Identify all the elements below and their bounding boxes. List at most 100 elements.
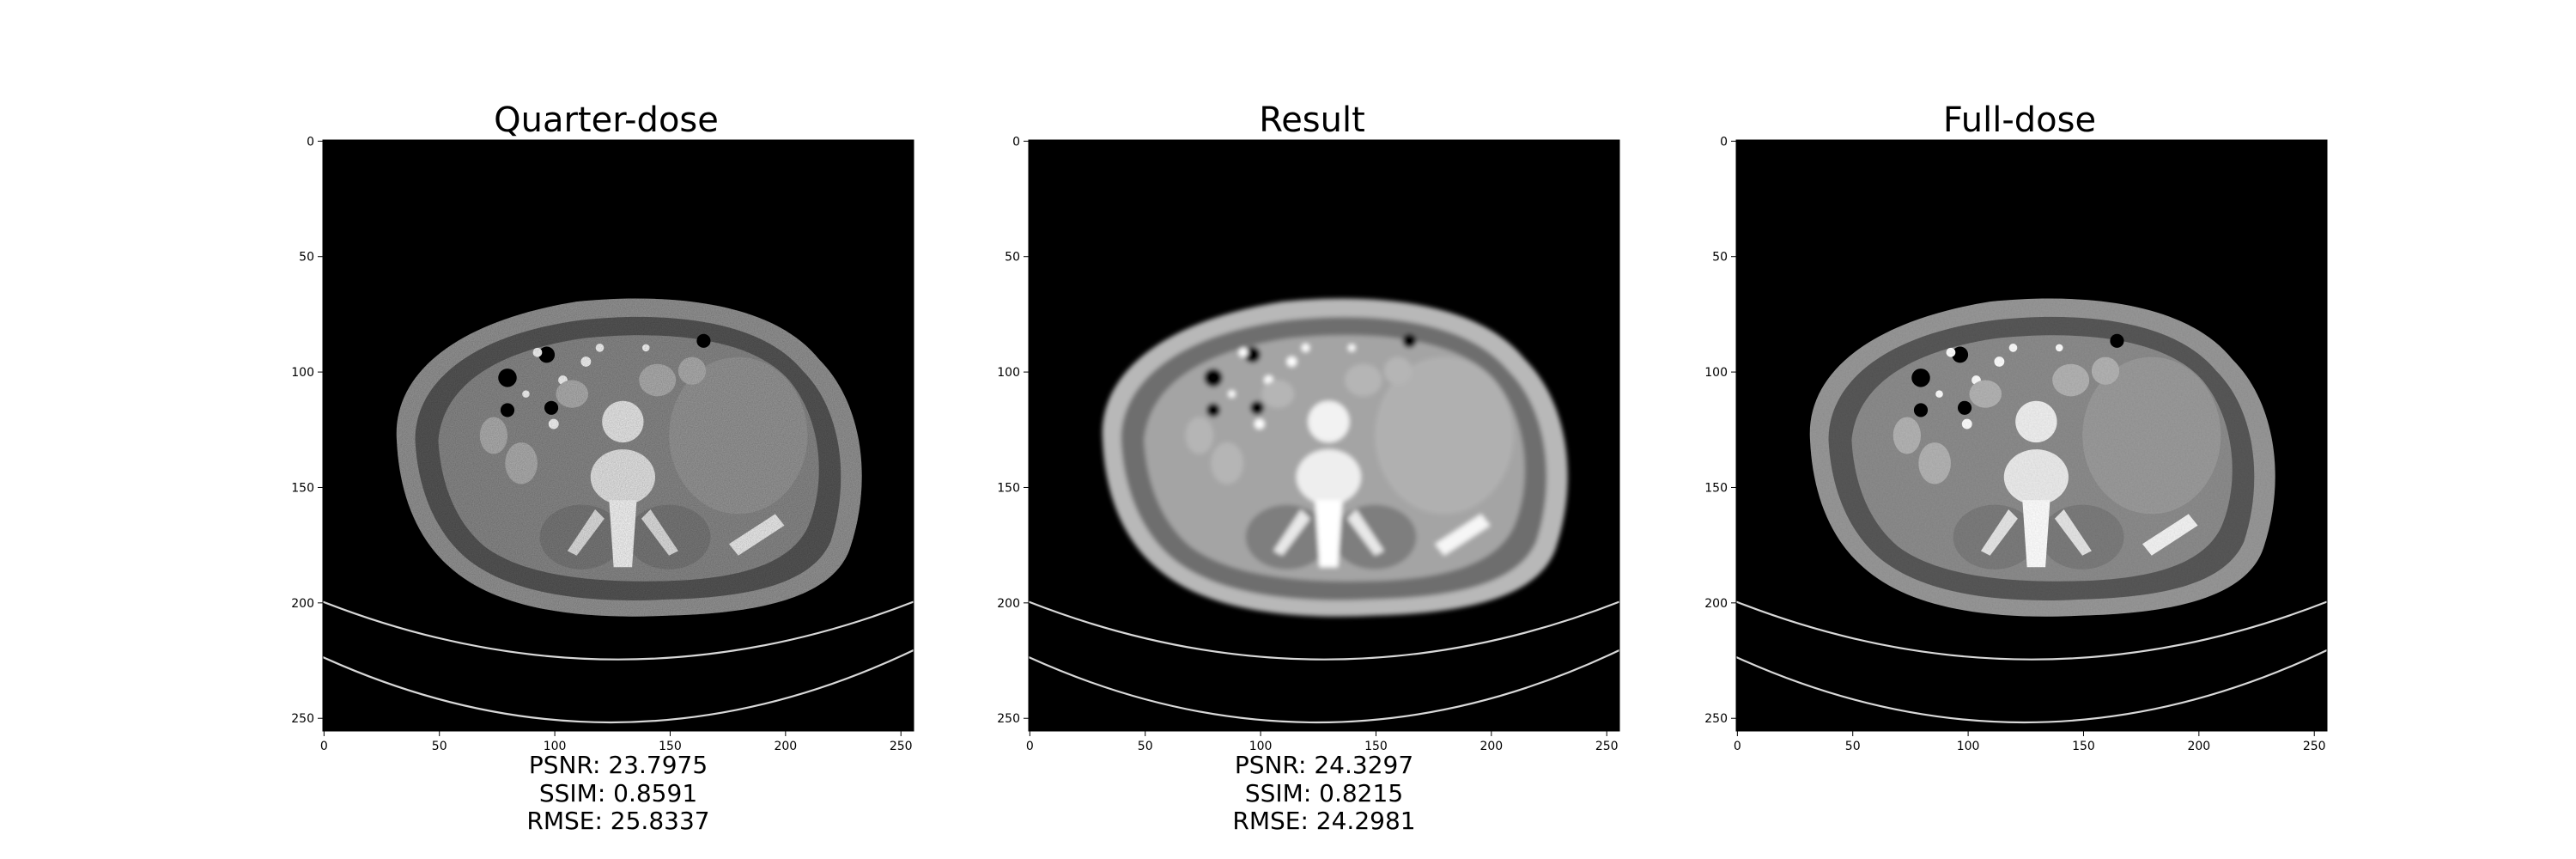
scanner-table-arc xyxy=(322,649,914,724)
x-tick-label: 150 xyxy=(659,740,682,753)
y-tick-label: 100 xyxy=(997,366,1020,380)
y-tick-label: 100 xyxy=(291,366,314,380)
bowel-loop xyxy=(1918,442,1951,484)
x-tick-label: 250 xyxy=(1595,740,1619,753)
aorta xyxy=(602,400,644,443)
aorta xyxy=(1308,400,1350,443)
panel-result: Result 0 50 100 150 200 250 0 50 100 150… xyxy=(960,0,1664,859)
cystic-organ xyxy=(669,356,808,515)
contrast-bowel xyxy=(1228,390,1236,398)
ct-axes: 0 50 100 150 200 250 0 50 100 150 200 25… xyxy=(1704,135,2328,753)
y-tick-label: 50 xyxy=(1712,251,1728,265)
x-tick-label: 0 xyxy=(1734,740,1741,753)
transverse-process xyxy=(2054,509,2092,556)
contrast-bowel xyxy=(1286,356,1297,367)
y-tick-label: 200 xyxy=(1704,597,1728,611)
bowel-loop xyxy=(1185,417,1213,454)
contrast-bowel xyxy=(548,418,559,430)
axis-ticks: 0 50 100 150 200 250 0 50 100 150 200 25… xyxy=(1704,135,2325,753)
psnr-value: PSNR: 23.7975 xyxy=(528,751,708,779)
x-tick-label: 0 xyxy=(1026,740,1034,753)
x-tick-label: 150 xyxy=(2072,740,2095,753)
spinous-process xyxy=(1315,500,1343,568)
bowel-gas xyxy=(696,333,711,348)
spinous-process xyxy=(2022,500,2050,568)
contrast-bowel xyxy=(1254,418,1265,430)
bowel-gas xyxy=(1206,403,1221,417)
transverse-process xyxy=(1346,509,1384,556)
contrast-bowel xyxy=(1946,347,1956,357)
scanner-table-arc xyxy=(1028,649,1620,724)
bowel-gas xyxy=(538,346,556,363)
transverse-process xyxy=(567,509,605,556)
bowel-gas xyxy=(498,369,517,387)
ct-image-result xyxy=(1028,140,1620,731)
transverse-process xyxy=(1273,509,1310,556)
x-tick-label: 200 xyxy=(1479,740,1503,753)
y-tick-label: 250 xyxy=(291,712,314,726)
y-tick-label: 150 xyxy=(997,481,1020,495)
contrast-bowel xyxy=(641,344,650,352)
x-tick-label: 150 xyxy=(1364,740,1388,753)
bowel-gas xyxy=(1911,369,1930,387)
x-tick-label: 100 xyxy=(1249,740,1273,753)
axis-ticks: 0 50 100 150 200 250 0 50 100 150 200 25… xyxy=(997,135,1618,753)
contrast-bowel xyxy=(1935,390,1943,398)
scanner-table-arc xyxy=(1735,600,2328,661)
x-tick-label: 50 xyxy=(1138,740,1153,753)
contrast-bowel xyxy=(595,344,605,352)
bowel-loop xyxy=(1893,417,1921,454)
y-tick-label: 250 xyxy=(1704,712,1728,726)
bowel-loop xyxy=(1969,380,2002,408)
axis-ticks: 0 50 100 150 200 250 0 50 100 150 200 25… xyxy=(291,135,912,753)
bowel-loop xyxy=(556,380,589,408)
x-tick-label: 0 xyxy=(320,740,328,753)
ct-axes: 0 50 100 150 200 250 0 50 100 150 200 25… xyxy=(291,135,914,753)
panel-title: Full-dose xyxy=(1942,101,2097,140)
y-tick-label: 50 xyxy=(1005,251,1020,265)
x-tick-label: 100 xyxy=(544,740,567,753)
y-tick-label: 200 xyxy=(997,597,1020,611)
x-tick-label: 50 xyxy=(432,740,447,753)
contrast-bowel xyxy=(2008,344,2018,352)
ssim-value: SSIM: 0.8215 xyxy=(1244,778,1404,807)
vertebral-body xyxy=(1296,449,1361,505)
x-tick-label: 100 xyxy=(1957,740,1980,753)
spinous-process xyxy=(609,500,637,568)
contrast-stripe xyxy=(1435,514,1491,556)
bowel-gas xyxy=(1402,333,1417,348)
metrics-block: PSNR: 23.7975 SSIM: 0.8591 RMSE: 25.8337 xyxy=(323,751,914,836)
bowel-loop xyxy=(505,442,538,484)
x-tick-label: 200 xyxy=(2187,740,2210,753)
vertebral-body xyxy=(2003,449,2069,505)
ssim-value: SSIM: 0.8591 xyxy=(538,778,698,807)
x-tick-label: 250 xyxy=(2303,740,2326,753)
contrast-stripe xyxy=(2142,514,2198,556)
ct-image-quarter-dose xyxy=(322,140,914,731)
contrast-bowel xyxy=(2055,344,2063,352)
bowel-gas xyxy=(544,400,559,415)
panel-title: Result xyxy=(1259,101,1365,140)
y-tick-label: 50 xyxy=(299,251,314,265)
y-tick-label: 200 xyxy=(291,597,314,611)
scanner-table-arc xyxy=(1735,649,2328,724)
bowel-loop xyxy=(2091,356,2120,385)
axes-frame xyxy=(322,139,914,732)
panel-quarter-dose: Quarter-dose 0 50 100 150 200 250 0 50 1… xyxy=(254,0,958,859)
bowel-gas xyxy=(1244,346,1261,363)
axes-frame xyxy=(1735,139,2328,732)
ct-axes: 0 50 100 150 200 250 0 50 100 150 200 25… xyxy=(997,135,1620,753)
y-tick-label: 250 xyxy=(997,712,1020,726)
y-tick-label: 0 xyxy=(307,135,314,149)
body-cross-section xyxy=(1809,298,2275,617)
cystic-organ xyxy=(2082,356,2221,515)
bowel-loop xyxy=(2052,363,2090,397)
contrast-bowel xyxy=(1238,347,1249,357)
x-tick-label: 50 xyxy=(1845,740,1861,753)
contrast-bowel xyxy=(580,356,592,367)
bowel-loop xyxy=(1211,442,1243,484)
vertebral-body xyxy=(590,449,655,505)
aorta xyxy=(2015,400,2057,443)
contrast-bowel xyxy=(1347,344,1356,352)
paraspinal-muscle xyxy=(1333,504,1417,570)
